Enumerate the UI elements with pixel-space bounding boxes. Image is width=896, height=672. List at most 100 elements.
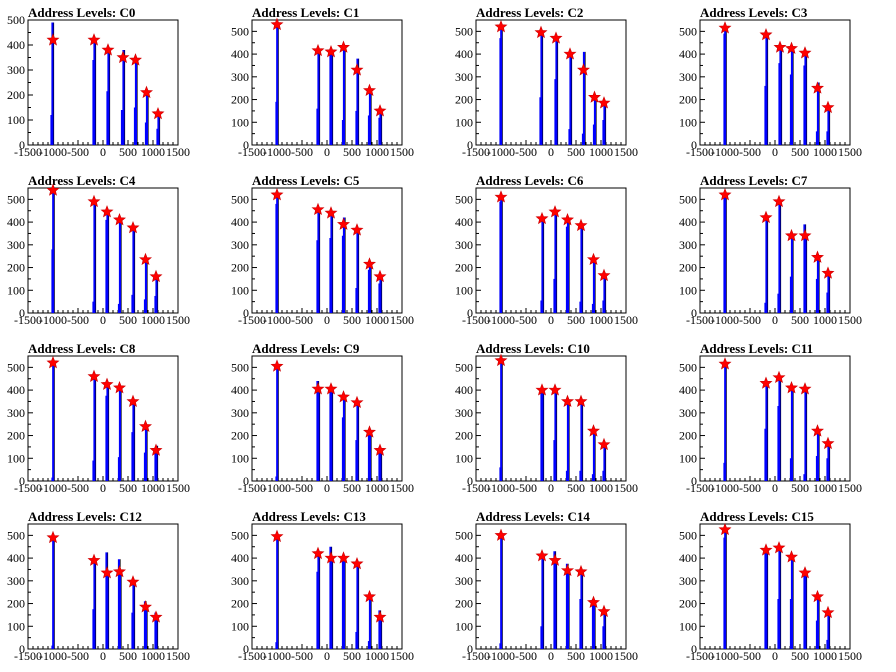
y-tick-label: 200 — [679, 429, 697, 443]
peak-marker — [151, 106, 165, 120]
peak-marker — [337, 40, 350, 53]
peak-marker — [87, 553, 101, 566]
peak-marker — [373, 443, 387, 456]
peak-marker — [597, 268, 611, 282]
x-tick-label: 500 — [567, 481, 585, 495]
y-tick-label: 300 — [7, 63, 25, 77]
x-tick-label: 0 — [548, 481, 554, 495]
y-tick-label: 200 — [455, 429, 473, 443]
chart-title: Address Levels: C10 — [476, 341, 590, 356]
x-tick-label: 500 — [119, 145, 137, 159]
y-tick-label: 100 — [231, 619, 249, 633]
x-tick-label: 500 — [343, 649, 361, 663]
x-tick-label: -1000 — [263, 313, 291, 327]
chart-panel: Address Levels: C00100200300400500-1500-… — [7, 5, 190, 159]
y-tick-label: 0 — [691, 138, 697, 152]
peak-marker — [149, 269, 163, 283]
x-tick-label: 0 — [324, 313, 330, 327]
x-tick-label: -1500 — [238, 481, 266, 495]
x-tick-label: 1500 — [838, 145, 862, 159]
peak-marker — [785, 550, 798, 563]
x-tick-label: 1000 — [141, 145, 165, 159]
peak-marker — [113, 564, 126, 578]
peak-marker — [785, 228, 798, 242]
chart-title: Address Levels: C1 — [252, 5, 359, 20]
x-tick-label: 1500 — [838, 313, 862, 327]
peak-marker — [561, 212, 574, 226]
chart-panel: Address Levels: C13 0 100 200 300 400 500 -1500… — [231, 509, 414, 663]
y-tick-label: 300 — [231, 70, 249, 84]
y-tick-label: 300 — [7, 238, 25, 252]
peak-marker — [798, 228, 812, 242]
x-tick-label: 1000 — [813, 145, 837, 159]
peak-marker — [718, 522, 732, 536]
peak-marker — [337, 390, 350, 403]
y-tick-label: 300 — [455, 238, 473, 252]
chart-panel: Address Levels: C10100200300400500-1500-… — [231, 5, 414, 159]
x-tick-label: -1500 — [14, 481, 42, 495]
x-tick-label: -500 — [515, 313, 537, 327]
y-tick-label: 100 — [679, 115, 697, 129]
y-tick-label: 0 — [19, 306, 25, 320]
peak-marker — [116, 50, 130, 64]
y-tick-label: 100 — [7, 113, 25, 127]
x-tick-label: 1000 — [813, 481, 837, 495]
peak-marker — [337, 217, 350, 230]
x-tick-label: 1500 — [390, 649, 414, 663]
peak-marker — [597, 437, 611, 451]
y-tick-label: 300 — [231, 238, 249, 252]
peak-marker — [759, 210, 773, 224]
y-tick-label: 500 — [7, 192, 25, 206]
y-tick-label: 0 — [691, 474, 697, 488]
x-tick-label: 1000 — [589, 313, 613, 327]
x-tick-label: 1000 — [365, 145, 389, 159]
x-tick-label: -500 — [515, 481, 537, 495]
chart-panel: Address Levels: C80100200300400500-1500-… — [7, 341, 190, 495]
peak-marker — [139, 419, 152, 432]
peak-marker — [324, 382, 338, 395]
x-tick-label: 0 — [548, 649, 554, 663]
x-tick-label: 0 — [100, 145, 106, 159]
x-tick-label: 0 — [324, 649, 330, 663]
y-tick-label: 500 — [455, 192, 473, 206]
x-tick-label: 1000 — [589, 145, 613, 159]
peak-marker — [494, 190, 508, 203]
peak-marker — [798, 46, 812, 59]
peak-marker — [535, 383, 549, 396]
peak-marker — [494, 19, 508, 33]
chart-panel: Address Levels: C14 0 100 200 300 400 500 -1500… — [455, 509, 638, 663]
chart-title: Address Levels: C2 — [476, 5, 583, 20]
x-tick-label: 500 — [791, 649, 809, 663]
x-tick-label: -1500 — [462, 481, 490, 495]
peak-marker — [718, 357, 732, 370]
peak-marker — [363, 589, 376, 603]
x-tick-label: -1500 — [14, 649, 42, 663]
y-tick-label: 400 — [455, 551, 473, 565]
x-tick-label: 1000 — [365, 649, 389, 663]
peak-marker — [100, 205, 114, 218]
peak-marker — [821, 266, 835, 279]
y-tick-label: 200 — [7, 597, 25, 611]
chart-title: Address Levels: C14 — [476, 509, 590, 524]
y-tick-label: 400 — [455, 383, 473, 397]
peak-marker — [587, 252, 600, 266]
chart-panel: Address Levels: C90100200300400500-1500-… — [231, 341, 414, 495]
y-tick-label: 500 — [679, 192, 697, 206]
x-tick-label: 0 — [772, 145, 778, 159]
x-tick-label: -1500 — [14, 313, 42, 327]
x-tick-label: -1500 — [238, 313, 266, 327]
peak-marker — [46, 183, 60, 196]
x-tick-label: -500 — [515, 649, 537, 663]
y-tick-label: 500 — [231, 528, 249, 542]
x-tick-label: 1500 — [614, 649, 638, 663]
y-tick-label: 100 — [679, 619, 697, 633]
y-tick-label: 300 — [679, 406, 697, 420]
peak-marker — [311, 546, 325, 560]
peak-marker — [139, 252, 152, 266]
x-tick-label: -500 — [291, 145, 313, 159]
x-tick-label: 1000 — [141, 649, 165, 663]
y-tick-label: 200 — [455, 597, 473, 611]
peak-marker — [574, 218, 588, 232]
y-tick-label: 0 — [467, 474, 473, 488]
